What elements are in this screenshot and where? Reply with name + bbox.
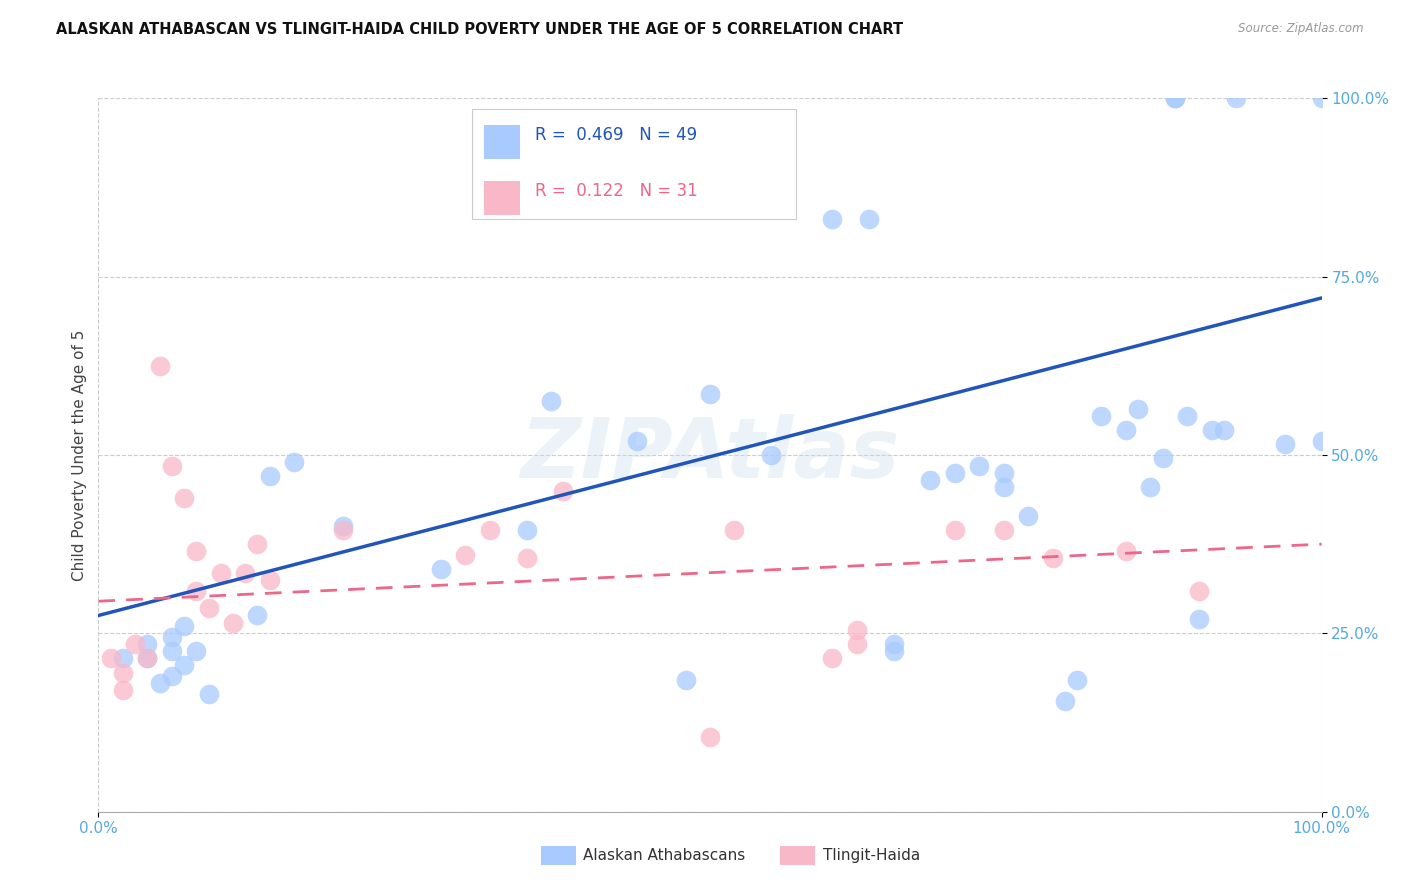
Point [124, 637, 146, 651]
Text: R =  0.122   N = 31: R = 0.122 N = 31 [536, 182, 697, 200]
Point [993, 466, 1015, 480]
Point [283, 455, 305, 469]
Point [1274, 437, 1296, 451]
Point [1090, 409, 1112, 423]
Point [1053, 694, 1076, 708]
Bar [484, 125, 520, 160]
Point [233, 566, 256, 580]
Point [259, 469, 281, 483]
Point [1128, 401, 1150, 416]
Point [197, 687, 219, 701]
Point [1188, 583, 1211, 598]
Point [160, 630, 183, 644]
Point [149, 359, 172, 373]
Point [1175, 409, 1198, 423]
Point [821, 212, 844, 227]
Point [454, 548, 477, 562]
Point [246, 537, 269, 551]
Point [173, 619, 195, 633]
Point [173, 658, 195, 673]
Point [173, 491, 195, 505]
Point [332, 523, 354, 537]
Point [478, 523, 501, 537]
Point [1201, 423, 1223, 437]
Point [1139, 480, 1161, 494]
Point [209, 566, 232, 580]
Text: ZIPAtlas: ZIPAtlas [520, 415, 900, 495]
Point [943, 466, 966, 480]
Point [246, 608, 269, 623]
Point [845, 637, 868, 651]
Point [1115, 423, 1137, 437]
Point [515, 523, 537, 537]
Point [149, 676, 172, 690]
Text: Alaskan Athabascans: Alaskan Athabascans [583, 848, 745, 863]
Point [186, 644, 208, 658]
Point [111, 651, 134, 665]
Point [943, 523, 966, 537]
Point [332, 519, 354, 533]
Point [186, 544, 208, 558]
Point [197, 601, 219, 615]
Bar [471, 109, 796, 219]
Point [993, 480, 1015, 494]
Point [100, 651, 122, 665]
Point [1042, 551, 1064, 566]
Point [967, 458, 990, 473]
Point [515, 551, 537, 566]
Point [160, 644, 183, 658]
Point [186, 583, 208, 598]
Point [883, 637, 905, 651]
Point [699, 387, 721, 401]
Point [222, 615, 245, 630]
Text: ALASKAN ATHABASCAN VS TLINGIT-HAIDA CHILD POVERTY UNDER THE AGE OF 5 CORRELATION: ALASKAN ATHABASCAN VS TLINGIT-HAIDA CHIL… [56, 22, 904, 37]
Point [1310, 91, 1333, 105]
Y-axis label: Child Poverty Under the Age of 5: Child Poverty Under the Age of 5 [72, 329, 87, 581]
Point [761, 448, 783, 462]
Point [111, 683, 134, 698]
Point [920, 473, 942, 487]
Point [540, 394, 562, 409]
Point [858, 212, 880, 227]
Point [1164, 91, 1187, 105]
Point [136, 651, 159, 665]
Point [1115, 544, 1137, 558]
Point [259, 573, 281, 587]
Point [1188, 612, 1211, 626]
Point [430, 562, 453, 576]
Text: Tlingit-Haida: Tlingit-Haida [823, 848, 920, 863]
Point [1152, 451, 1174, 466]
Text: R =  0.469   N = 49: R = 0.469 N = 49 [536, 127, 697, 145]
Point [1066, 673, 1088, 687]
Point [993, 523, 1015, 537]
Point [675, 673, 697, 687]
Text: Source: ZipAtlas.com: Source: ZipAtlas.com [1239, 22, 1364, 36]
Point [1212, 423, 1234, 437]
Bar [484, 181, 520, 215]
Point [1310, 434, 1333, 448]
Point [1225, 91, 1247, 105]
Point [821, 651, 844, 665]
Point [723, 523, 745, 537]
Point [136, 637, 159, 651]
Point [160, 458, 183, 473]
Point [136, 651, 159, 665]
Point [1017, 508, 1039, 523]
Point [111, 665, 134, 680]
Point [845, 623, 868, 637]
Point [699, 730, 721, 744]
Point [883, 644, 905, 658]
Point [626, 434, 648, 448]
Point [553, 483, 575, 498]
Point [1164, 91, 1187, 105]
Point [160, 669, 183, 683]
